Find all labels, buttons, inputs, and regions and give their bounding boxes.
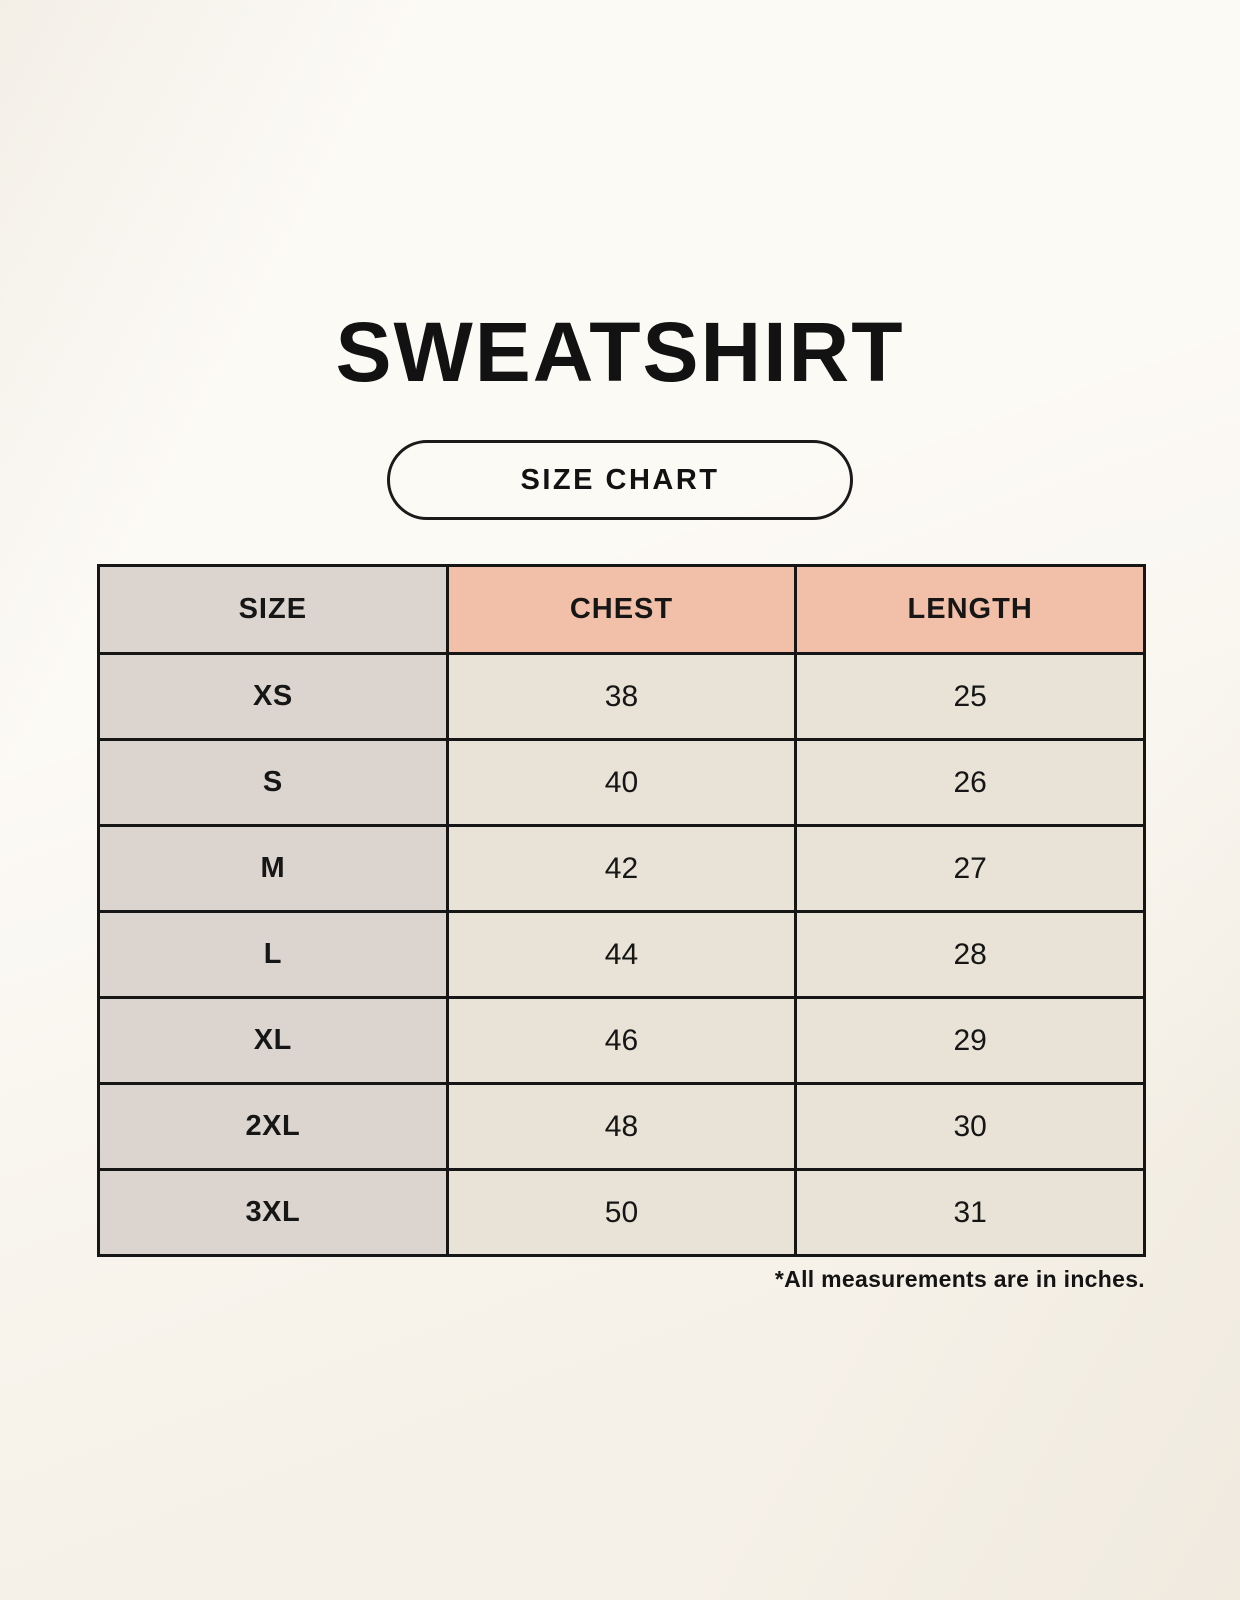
size-table: SIZE CHEST LENGTH XS 38 25 S 40 26 M 42 … <box>97 564 1146 1257</box>
chest-value: 42 <box>445 824 798 913</box>
page-title: SWEATSHIRT <box>335 305 905 399</box>
table-row: M 42 27 <box>97 824 1146 913</box>
length-value: 29 <box>794 996 1146 1085</box>
table-row: 2XL 48 30 <box>97 1082 1146 1171</box>
length-value: 27 <box>794 824 1146 913</box>
size-label: XL <box>97 996 449 1085</box>
size-label: M <box>97 824 449 913</box>
chest-value: 46 <box>445 996 798 1085</box>
chest-value: 50 <box>445 1168 798 1257</box>
chest-value: 38 <box>445 652 798 741</box>
size-label: 2XL <box>97 1082 449 1171</box>
size-chart-badge[interactable]: SIZE CHART <box>387 440 853 520</box>
measurements-footnote: *All measurements are in inches. <box>774 1266 1145 1292</box>
table-row: XL 46 29 <box>97 996 1146 1085</box>
chest-value: 40 <box>445 738 798 827</box>
size-label: 3XL <box>97 1168 449 1257</box>
table-row: S 40 26 <box>97 738 1146 827</box>
table-row: L 44 28 <box>97 910 1146 999</box>
column-header-size: SIZE <box>97 564 449 655</box>
length-value: 26 <box>794 738 1146 827</box>
chest-value: 48 <box>445 1082 798 1171</box>
table-row: XS 38 25 <box>97 652 1146 741</box>
length-value: 30 <box>794 1082 1146 1171</box>
column-header-length: LENGTH <box>794 564 1146 655</box>
table-header-row: SIZE CHEST LENGTH <box>97 564 1146 655</box>
length-value: 31 <box>794 1168 1146 1257</box>
size-chart-badge-label: SIZE CHART <box>520 463 720 496</box>
table-row: 3XL 50 31 <box>97 1168 1146 1257</box>
size-label: S <box>97 738 449 827</box>
size-label: XS <box>97 652 449 741</box>
chest-value: 44 <box>445 910 798 999</box>
column-header-chest: CHEST <box>445 564 798 655</box>
length-value: 28 <box>794 910 1146 999</box>
length-value: 25 <box>794 652 1146 741</box>
size-label: L <box>97 910 449 999</box>
